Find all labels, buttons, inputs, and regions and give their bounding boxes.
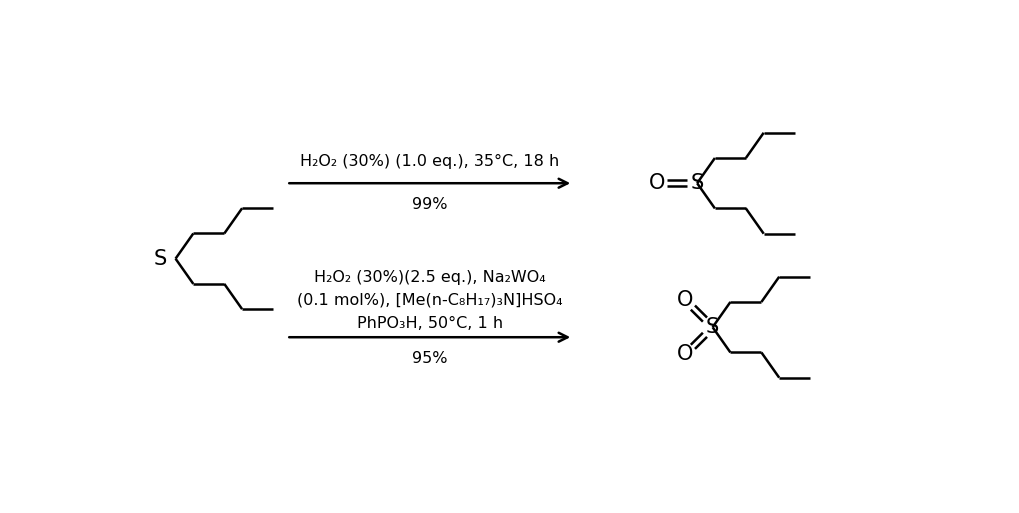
Text: PhPO₃H, 50°C, 1 h: PhPO₃H, 50°C, 1 h xyxy=(357,316,502,331)
Text: (0.1 mol%), [Me(n-C₈H₁₇)₃N]HSO₄: (0.1 mol%), [Me(n-C₈H₁₇)₃N]HSO₄ xyxy=(297,293,562,308)
Text: S: S xyxy=(153,249,166,269)
Text: O: O xyxy=(677,344,693,364)
Text: 95%: 95% xyxy=(412,351,447,366)
Text: O: O xyxy=(648,173,664,193)
Text: H₂O₂ (30%) (1.0 eq.), 35°C, 18 h: H₂O₂ (30%) (1.0 eq.), 35°C, 18 h xyxy=(300,154,558,169)
Text: S: S xyxy=(705,317,718,337)
Text: S: S xyxy=(690,173,703,193)
Text: H₂O₂ (30%)(2.5 eq.), Na₂WO₄: H₂O₂ (30%)(2.5 eq.), Na₂WO₄ xyxy=(314,270,545,285)
Text: 99%: 99% xyxy=(412,197,447,212)
Text: O: O xyxy=(677,290,693,310)
